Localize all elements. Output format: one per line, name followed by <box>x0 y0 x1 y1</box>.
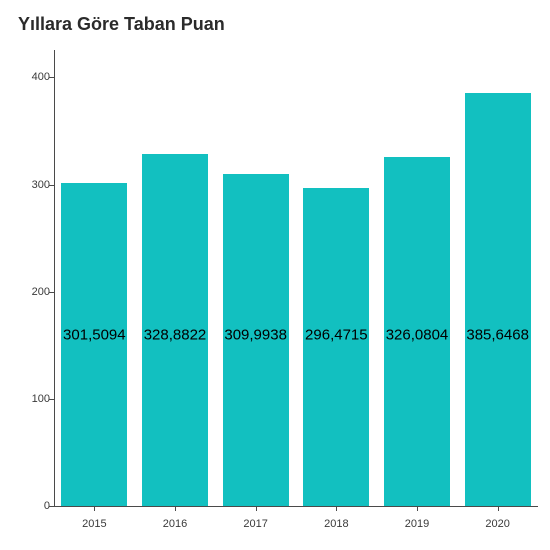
y-tick-mark <box>49 185 54 186</box>
x-tick-mark <box>417 506 418 511</box>
bar <box>465 93 531 506</box>
plot-area: 301,5094 328,8822 309,9938 296,4715 326,0804… <box>54 56 538 506</box>
chart-title: Yıllara Göre Taban Puan <box>18 14 225 35</box>
bar <box>303 188 369 506</box>
x-tick-mark <box>256 506 257 511</box>
value-label: 296,4715 <box>305 326 368 343</box>
value-label: 326,0804 <box>386 326 449 343</box>
value-label: 301,5094 <box>63 326 126 343</box>
x-tick-label: 2020 <box>485 518 509 530</box>
x-tick-label: 2019 <box>405 518 429 530</box>
y-tick-mark <box>49 506 54 507</box>
x-tick-label: 2017 <box>243 518 267 530</box>
x-tick-mark <box>336 506 337 511</box>
y-tick-label: 400 <box>32 71 50 83</box>
y-tick-label: 200 <box>32 286 50 298</box>
y-tick-mark <box>49 399 54 400</box>
y-tick-mark <box>49 292 54 293</box>
x-axis <box>54 506 538 507</box>
bar <box>61 183 127 506</box>
y-tick-label: 300 <box>32 179 50 191</box>
y-tick-mark <box>49 77 54 78</box>
value-label: 385,6468 <box>466 326 529 343</box>
value-label: 328,8822 <box>144 326 207 343</box>
y-tick-label: 100 <box>32 393 50 405</box>
x-tick-mark <box>498 506 499 511</box>
x-tick-mark <box>94 506 95 511</box>
x-tick-label: 2018 <box>324 518 348 530</box>
x-tick-label: 2015 <box>82 518 106 530</box>
value-label: 309,9938 <box>224 326 287 343</box>
y-axis <box>54 50 55 506</box>
x-tick-mark <box>175 506 176 511</box>
x-tick-label: 2016 <box>163 518 187 530</box>
